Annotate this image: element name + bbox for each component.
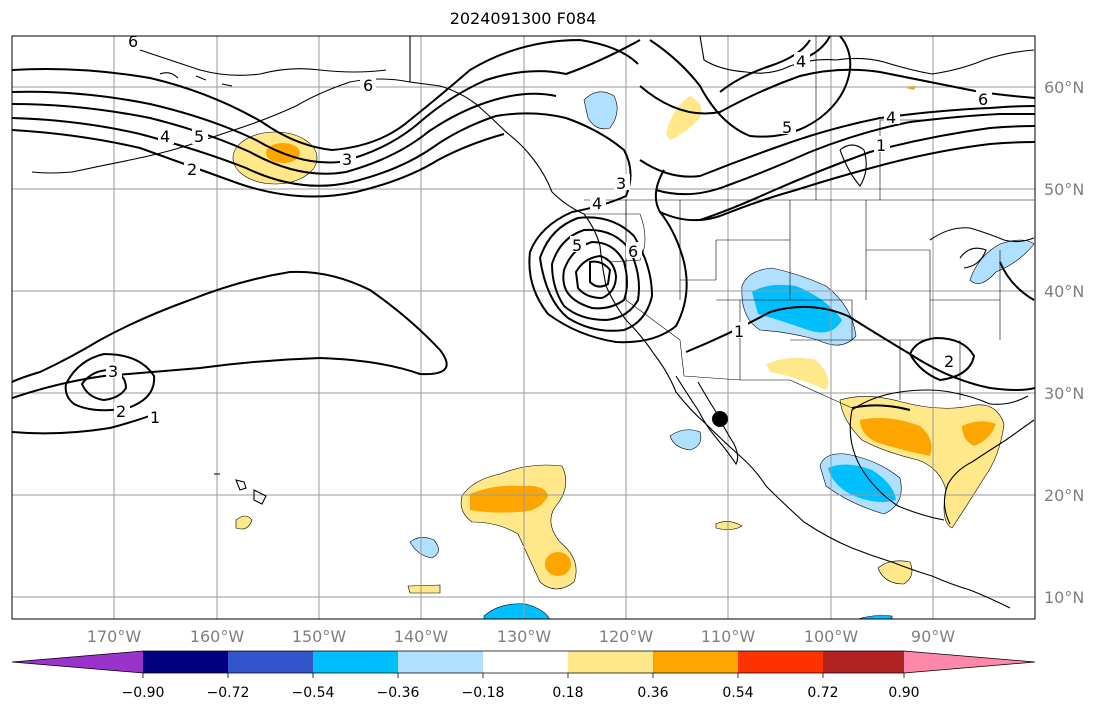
- svg-text:4: 4: [592, 194, 602, 213]
- colorbar: −0.90 −0.72 −0.54 −0.36 −0.18 0.18 0.36 …: [11, 650, 1036, 701]
- latitude-labels: 60°N 50°N 40°N 30°N 20°N 10°N: [1044, 78, 1084, 607]
- colorbar-label: 0.54: [722, 685, 753, 701]
- lon-label: 120°W: [599, 627, 654, 646]
- colorbar-segment: [313, 651, 398, 673]
- svg-text:6: 6: [363, 76, 373, 95]
- lat-label: 30°N: [1044, 384, 1084, 403]
- svg-text:5: 5: [782, 118, 792, 137]
- svg-text:1: 1: [876, 136, 886, 155]
- lat-label: 10°N: [1044, 588, 1084, 607]
- colorbar-label: 0.72: [807, 685, 838, 701]
- colorbar-left-extend: [12, 651, 143, 673]
- svg-text:6: 6: [128, 32, 138, 51]
- map-frame: [11, 35, 1036, 620]
- svg-text:6: 6: [628, 242, 638, 261]
- svg-text:4: 4: [886, 108, 896, 127]
- lon-label: 110°W: [701, 627, 756, 646]
- contour-lines: [12, 36, 1035, 435]
- svg-text:2: 2: [187, 160, 197, 179]
- lon-label: 100°W: [804, 627, 859, 646]
- colorbar-segment: [738, 651, 823, 673]
- svg-text:2: 2: [944, 352, 954, 371]
- svg-text:2: 2: [116, 402, 126, 421]
- svg-text:5: 5: [572, 236, 582, 255]
- svg-text:4: 4: [796, 52, 806, 71]
- lon-label: 160°W: [190, 627, 245, 646]
- colorbar-segment: [228, 651, 313, 673]
- location-marker: [712, 411, 728, 427]
- longitude-labels: 170°W 160°W 150°W 140°W 130°W 120°W 110°…: [87, 627, 955, 646]
- colorbar-segment: [568, 651, 653, 673]
- colorbar-segment: [143, 651, 228, 673]
- colorbar-segment: [398, 651, 483, 673]
- colorbar-segment: [483, 651, 568, 673]
- contour-labels: 6 6 4 5 2 3 3 4 5 2 6 6 4 5: [106, 32, 992, 427]
- colorbar-segment: [653, 651, 738, 673]
- map-title: 2024091300 F084: [449, 9, 597, 28]
- colorbar-label: −0.54: [292, 685, 335, 701]
- lon-label: 150°W: [292, 627, 347, 646]
- coastlines: [31, 36, 1035, 609]
- lon-label: 140°W: [394, 627, 449, 646]
- colorbar-label: −0.72: [207, 685, 250, 701]
- gridlines: [12, 36, 1035, 619]
- lon-label: 130°W: [497, 627, 552, 646]
- lat-label: 40°N: [1044, 282, 1084, 301]
- colorbar-label: −0.90: [122, 685, 165, 701]
- lat-label: 50°N: [1044, 180, 1084, 199]
- colorbar-label: 0.90: [888, 685, 919, 701]
- colorbar-right-extend: [904, 651, 1035, 673]
- lat-label: 20°N: [1044, 486, 1084, 505]
- svg-text:3: 3: [616, 174, 626, 193]
- svg-text:1: 1: [150, 408, 160, 427]
- svg-text:6: 6: [978, 90, 988, 109]
- svg-text:3: 3: [108, 362, 118, 381]
- svg-text:3: 3: [342, 150, 352, 169]
- svg-text:5: 5: [194, 127, 204, 146]
- lat-label: 60°N: [1044, 78, 1084, 97]
- svg-text:1: 1: [734, 322, 744, 341]
- lon-label: 90°W: [911, 627, 955, 646]
- colorbar-label: 0.18: [552, 685, 583, 701]
- lon-label: 170°W: [87, 627, 142, 646]
- colorbar-segment: [823, 651, 904, 673]
- colorbar-label: −0.18: [462, 685, 505, 701]
- svg-text:4: 4: [160, 127, 170, 146]
- colorbar-label: 0.36: [637, 685, 668, 701]
- colorbar-label: −0.36: [377, 685, 420, 701]
